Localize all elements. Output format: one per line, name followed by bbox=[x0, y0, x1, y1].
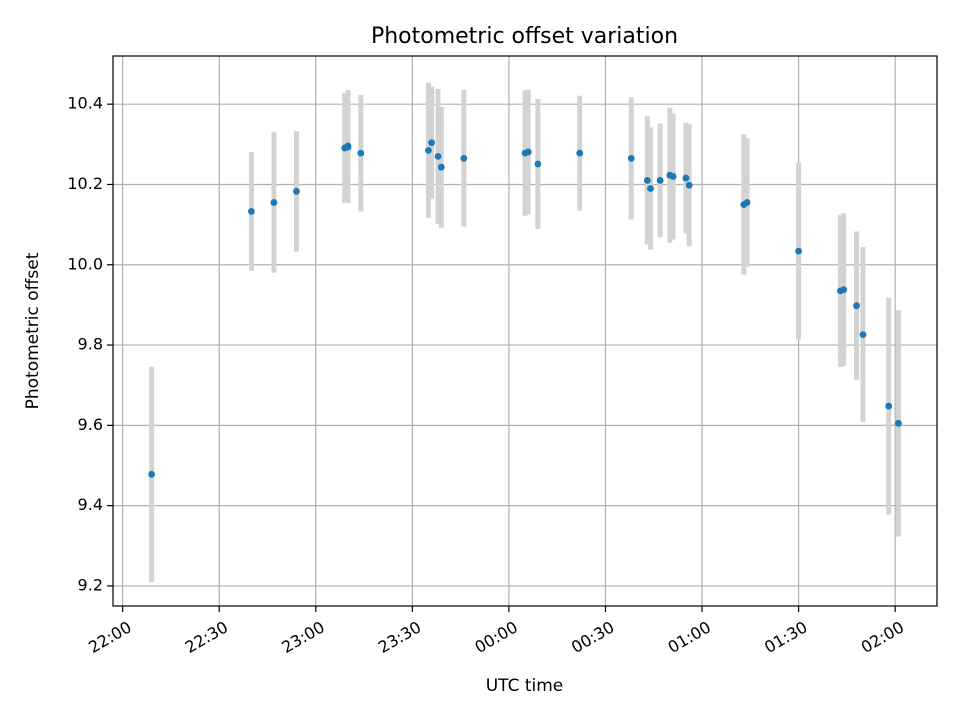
data-point bbox=[434, 152, 442, 160]
data-point bbox=[428, 139, 436, 147]
data-point bbox=[795, 247, 802, 255]
x-tick-label: 22:30 bbox=[182, 617, 231, 657]
data-point bbox=[248, 207, 255, 215]
plot-frame bbox=[112, 55, 938, 607]
x-tick-label: 02:00 bbox=[858, 617, 907, 657]
chart-title: Photometric offset variation bbox=[371, 24, 678, 49]
data-point bbox=[853, 302, 860, 310]
error-bars bbox=[149, 82, 901, 582]
x-tick-label: 00:00 bbox=[471, 617, 520, 657]
data-point bbox=[576, 149, 584, 157]
x-axis-label: UTC time bbox=[486, 676, 564, 696]
y-tick-label: 10.4 bbox=[67, 94, 103, 113]
data-point bbox=[627, 154, 635, 162]
data-point bbox=[885, 402, 893, 410]
data-point bbox=[840, 286, 848, 294]
y-tick-label: 9.8 bbox=[78, 335, 103, 354]
data-point bbox=[685, 181, 693, 189]
data-point bbox=[437, 163, 445, 171]
data-point bbox=[669, 173, 677, 180]
data-point bbox=[643, 177, 651, 184]
data-point bbox=[743, 199, 751, 206]
x-tick-label: 23:00 bbox=[278, 617, 327, 657]
data-point bbox=[357, 149, 365, 157]
y-tick-label: 10.0 bbox=[67, 254, 103, 273]
data-point bbox=[524, 148, 532, 156]
data-point bbox=[682, 174, 690, 182]
data-point bbox=[534, 160, 542, 168]
x-tick-label: 22:00 bbox=[85, 617, 134, 657]
y-tick-label: 10.2 bbox=[67, 174, 103, 193]
data-point bbox=[859, 331, 867, 339]
y-axis-label: Photometric offset bbox=[23, 252, 43, 409]
y-tick-label: 9.6 bbox=[78, 415, 103, 434]
data-point bbox=[293, 187, 300, 195]
data-point bbox=[647, 185, 654, 192]
data-point bbox=[425, 146, 432, 154]
data-points bbox=[148, 139, 902, 478]
data-point bbox=[894, 419, 902, 427]
data-point bbox=[344, 142, 352, 150]
data-point bbox=[460, 154, 468, 162]
y-tick-label: 9.4 bbox=[78, 495, 103, 514]
axes: 22:00 22:30 23:00 23:30 00:00 00:30 01:00 01:30… bbox=[67, 94, 907, 657]
x-tick-label: 01:30 bbox=[761, 617, 810, 657]
data-point bbox=[270, 199, 278, 206]
data-point bbox=[656, 177, 664, 184]
y-tick-label: 9.2 bbox=[78, 575, 103, 594]
x-tick-label: 00:30 bbox=[568, 617, 617, 657]
data-point bbox=[148, 470, 156, 478]
x-tick-label: 01:00 bbox=[665, 617, 714, 657]
x-tick-label: 23:30 bbox=[375, 617, 424, 657]
